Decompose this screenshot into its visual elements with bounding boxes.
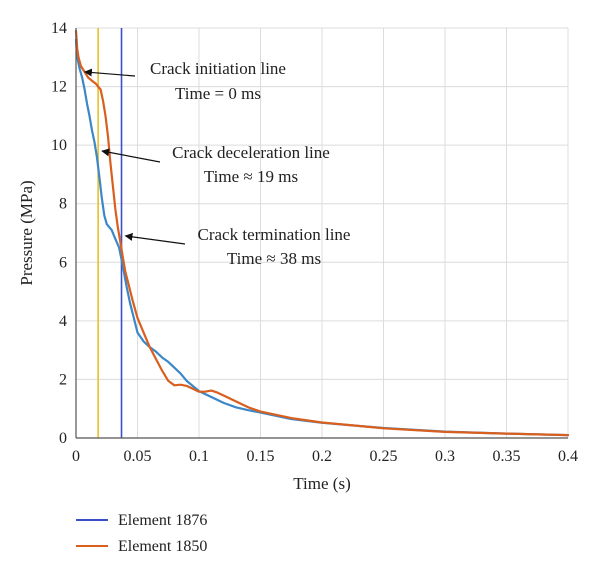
- annotation-time: Time ≈ 38 ms: [227, 249, 321, 268]
- annotation-arrow: [83, 68, 136, 77]
- annotation-time: Time = 0 ms: [175, 84, 261, 103]
- annotation-arrow: [124, 232, 186, 245]
- y-tick-label: 14: [51, 20, 67, 37]
- y-tick-label: 6: [59, 254, 67, 271]
- x-tick-label: 0.35: [493, 448, 521, 465]
- x-axis-label: Time (s): [293, 474, 350, 493]
- vertical-lines: [97, 28, 123, 438]
- y-tick-label: 8: [59, 196, 67, 213]
- annotation-title: Crack initiation line: [150, 59, 286, 78]
- series-line-2: [74, 29, 570, 437]
- x-tick-label: 0.25: [370, 448, 398, 465]
- grid: [76, 27, 569, 438]
- y-tick-label: 0: [59, 430, 67, 447]
- axes: 0 0.05 0.1 0.15 0.2 0.25 0.3 0.35 0.4 0 2 4 6 8 10 12 14: [51, 20, 578, 465]
- y-tick-label: 12: [51, 79, 67, 96]
- x-tick-label: 0.2: [312, 448, 332, 465]
- annotations: Crack initiation line Time = 0 ms Crack de…: [83, 59, 351, 268]
- x-tick-label: 0.3: [435, 448, 455, 465]
- y-tick-label: 2: [59, 371, 67, 388]
- y-axis-label: Pressure (MPa): [17, 180, 36, 285]
- annotation-arrow: [101, 148, 161, 163]
- legend-label: Element 1876: [118, 512, 207, 529]
- legend-label: Element 1850: [118, 538, 207, 555]
- legend: Element 1876 Element 1850: [76, 512, 207, 555]
- series-lines: [74, 29, 570, 437]
- x-tick-label: 0.4: [558, 448, 578, 465]
- x-tick-label: 0.15: [247, 448, 275, 465]
- x-tick-label: 0.1: [189, 448, 209, 465]
- x-tick-label: 0.05: [124, 448, 152, 465]
- series-line-1: [74, 38, 570, 437]
- x-tick-label: 0: [72, 448, 80, 465]
- annotation-title: Crack deceleration line: [172, 143, 330, 162]
- annotation-title: Crack termination line: [198, 225, 351, 244]
- annotation-time: Time ≈ 19 ms: [204, 167, 298, 186]
- y-tick-label: 4: [59, 313, 67, 330]
- y-tick-label: 10: [51, 137, 67, 154]
